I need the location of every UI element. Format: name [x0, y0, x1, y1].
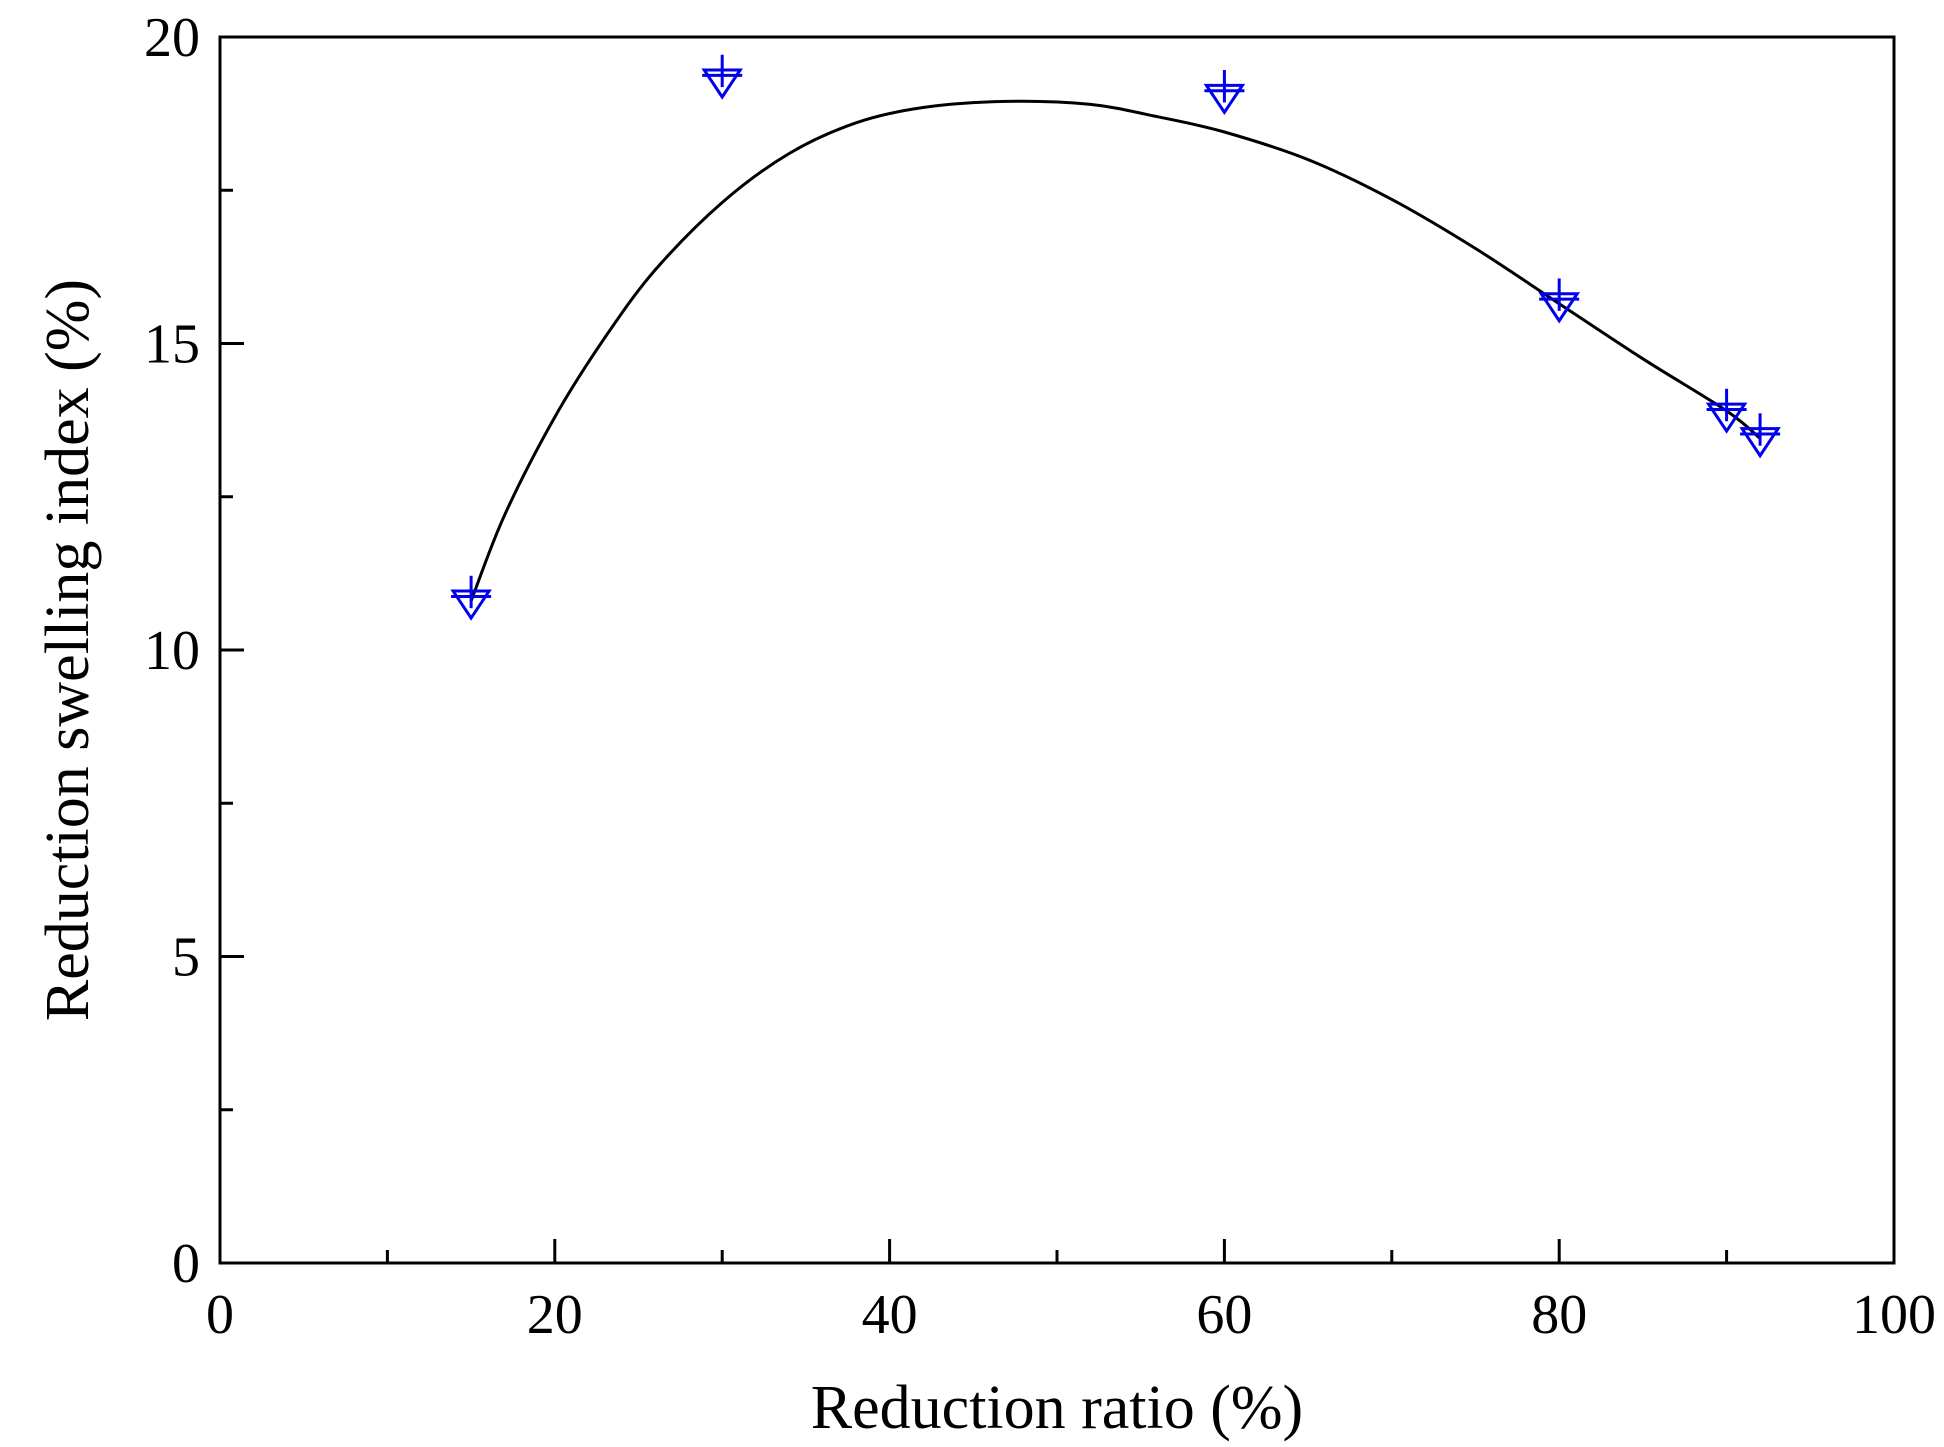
x-tick-label: 0 — [206, 1284, 234, 1346]
y-tick-label: 10 — [144, 620, 200, 682]
data-point — [1705, 388, 1748, 434]
data-point — [450, 575, 492, 621]
y-axis-title: Reduction swelling index (%) — [34, 279, 102, 1021]
y-tick-label: 5 — [172, 927, 200, 989]
data-point — [1203, 70, 1246, 116]
data-point — [1538, 278, 1581, 324]
x-tick-label: 20 — [527, 1284, 583, 1346]
axis-tick-labels: 0 20 40 60 80 100 0 5 10 15 20 — [144, 7, 1936, 1346]
y-tick-label: 15 — [144, 314, 200, 376]
axis-ticks — [218, 35, 1896, 1265]
x-tick-label: 100 — [1852, 1284, 1936, 1346]
x-tick-label: 80 — [1531, 1284, 1587, 1346]
x-tick-label: 60 — [1196, 1284, 1252, 1346]
y-tick-label: 20 — [144, 7, 200, 69]
x-axis-title: Reduction ratio (%) — [811, 1374, 1303, 1442]
data-point — [701, 54, 744, 100]
x-tick-label: 40 — [862, 1284, 918, 1346]
plot-frame — [218, 35, 1896, 1265]
fit-curve — [469, 99, 1762, 602]
y-tick-label: 0 — [172, 1233, 200, 1295]
data-markers — [450, 54, 1781, 621]
data-point — [1739, 413, 1781, 459]
